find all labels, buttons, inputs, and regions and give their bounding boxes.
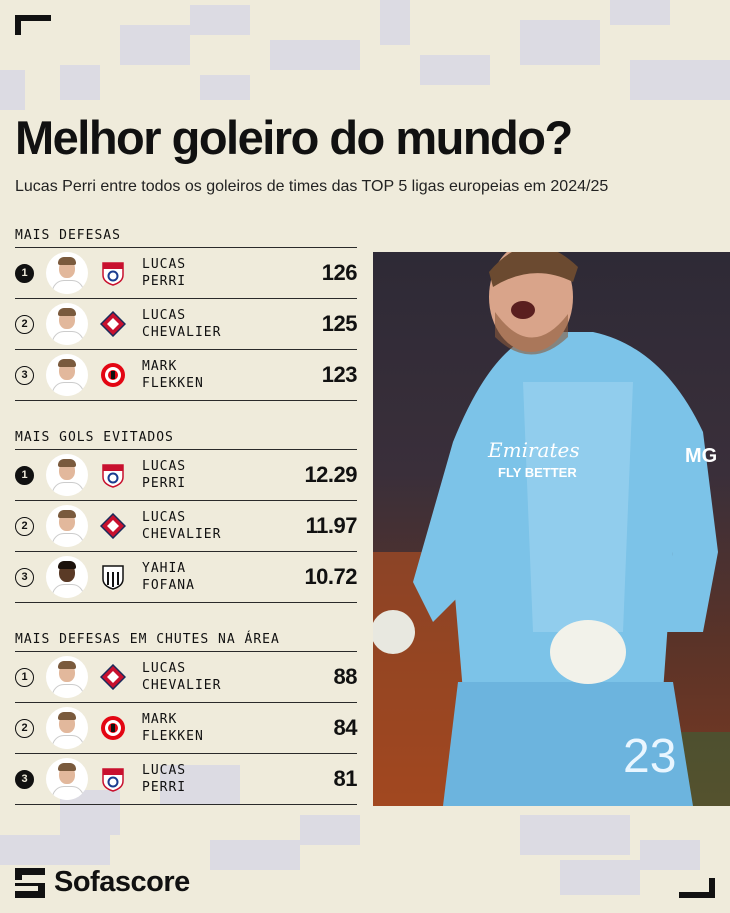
brentford-crest bbox=[100, 715, 126, 741]
rank-badge: 2 bbox=[15, 516, 34, 536]
avatar bbox=[46, 303, 88, 345]
player-name: LUCAS PERRI bbox=[142, 762, 334, 796]
section-title: MAIS DEFESAS EM CHUTES NA ÁREA bbox=[15, 632, 280, 647]
lille-crest bbox=[100, 513, 126, 539]
player-first-name: LUCAS bbox=[142, 510, 187, 525]
player-first-name: LUCAS bbox=[142, 308, 187, 323]
player-first-name: LUCAS bbox=[142, 459, 187, 474]
sleeve-badge: MG bbox=[685, 445, 717, 467]
section-mais-gols-evitados: MAIS GOLS EVITADOS 1 LUCAS PERRI 12.29 2 LUC… bbox=[15, 427, 358, 603]
rank-badge: 2 bbox=[15, 314, 34, 334]
rank-badge: 1 bbox=[15, 465, 34, 485]
lille-crest bbox=[100, 311, 126, 337]
ranking-row: 2 MARK FLEKKEN 84 bbox=[15, 702, 358, 753]
player-name: LUCAS CHEVALIER bbox=[142, 307, 322, 341]
ranking-row: 2 LUCAS CHEVALIER 11.97 bbox=[15, 500, 358, 551]
brentford-crest bbox=[100, 362, 126, 388]
ranking-row: 2 LUCAS CHEVALIER 125 bbox=[15, 298, 358, 349]
avatar bbox=[46, 758, 88, 800]
player-name: YAHIA FOFANA bbox=[142, 560, 304, 594]
avatar bbox=[46, 454, 88, 496]
sofascore-logo-icon bbox=[15, 867, 45, 898]
avatar bbox=[46, 656, 88, 698]
ranking-row: 1 LUCAS PERRI 126 bbox=[15, 247, 358, 298]
ranking-row: 3 MARK FLEKKEN 123 bbox=[15, 349, 358, 401]
stat-value: 11.97 bbox=[305, 513, 358, 538]
player-name: MARK FLEKKEN bbox=[142, 711, 334, 745]
rank-badge: 1 bbox=[15, 667, 34, 687]
stat-value: 10.72 bbox=[304, 564, 357, 589]
player-last-name: FLEKKEN bbox=[142, 729, 204, 744]
player-first-name: LUCAS bbox=[142, 661, 187, 676]
player-first-name: MARK bbox=[142, 359, 178, 374]
player-last-name: PERRI bbox=[142, 274, 187, 289]
lyon-crest bbox=[100, 766, 126, 792]
section-title: MAIS GOLS EVITADOS bbox=[15, 430, 174, 445]
stat-value: 81 bbox=[333, 766, 358, 791]
page-subtitle: Lucas Perri entre todos os goleiros de t… bbox=[15, 178, 609, 195]
player-name: MARK FLEKKEN bbox=[142, 358, 322, 392]
player-name: LUCAS CHEVALIER bbox=[142, 660, 334, 694]
section-mais-defesas-chutes-area: MAIS DEFESAS EM CHUTES NA ÁREA 1 LUCAS CHE… bbox=[15, 629, 358, 805]
player-first-name: LUCAS bbox=[142, 257, 187, 272]
player-last-name: PERRI bbox=[142, 476, 187, 491]
player-last-name: CHEVALIER bbox=[142, 325, 222, 340]
lyon-crest bbox=[100, 260, 126, 286]
player-last-name: FLEKKEN bbox=[142, 376, 204, 391]
player-last-name: PERRI bbox=[142, 780, 187, 795]
stat-value: 12.29 bbox=[304, 462, 357, 487]
player-name: LUCAS CHEVALIER bbox=[142, 509, 306, 543]
stat-value: 125 bbox=[321, 311, 358, 336]
avatar bbox=[46, 556, 88, 598]
avatar bbox=[46, 505, 88, 547]
shirt-sponsor-line1: Emirates bbox=[487, 438, 580, 462]
stat-value: 126 bbox=[321, 260, 358, 285]
rank-badge: 3 bbox=[15, 769, 34, 789]
corner-mark-bottom-right bbox=[679, 878, 715, 898]
shirt-sponsor-line2: FLY BETTER bbox=[498, 465, 577, 480]
ranking-row: 3 YAHIA FOFANA 10.72 bbox=[15, 551, 357, 603]
stat-value: 88 bbox=[333, 664, 358, 689]
rank-badge: 3 bbox=[15, 365, 34, 385]
page-title: Melhor goleiro do mundo? bbox=[15, 111, 573, 164]
avatar bbox=[46, 707, 88, 749]
goalkeeper-photo: Emirates FLY BETTER MG 23 bbox=[373, 252, 730, 806]
player-first-name: YAHIA bbox=[142, 561, 187, 576]
player-last-name: CHEVALIER bbox=[142, 527, 222, 542]
ranking-row: 1 LUCAS PERRI 12.29 bbox=[15, 449, 357, 500]
lyon-crest bbox=[100, 462, 126, 488]
player-first-name: MARK bbox=[142, 712, 178, 727]
player-name: LUCAS PERRI bbox=[142, 256, 322, 290]
rank-badge: 1 bbox=[15, 263, 34, 283]
section-mais-defesas: MAIS DEFESAS 1 LUCAS PERRI 126 2 LUCAS CHEVAL… bbox=[15, 225, 358, 401]
player-last-name: CHEVALIER bbox=[142, 678, 222, 693]
shirt-number: 23 bbox=[623, 730, 676, 783]
sofascore-brand: Sofascore bbox=[15, 866, 190, 899]
player-last-name: FOFANA bbox=[142, 578, 195, 593]
avatar bbox=[46, 252, 88, 294]
section-title: MAIS DEFESAS bbox=[15, 228, 121, 243]
stat-value: 84 bbox=[333, 715, 358, 740]
angers-crest bbox=[100, 564, 126, 590]
ranking-row: 1 LUCAS CHEVALIER 88 bbox=[15, 651, 358, 702]
corner-mark-top-left bbox=[15, 15, 51, 35]
stat-value: 123 bbox=[321, 362, 358, 387]
rank-badge: 2 bbox=[15, 718, 34, 738]
ranking-row: 3 LUCAS PERRI 81 bbox=[15, 753, 358, 805]
lille-crest bbox=[100, 664, 126, 690]
player-name: LUCAS PERRI bbox=[142, 458, 304, 492]
avatar bbox=[46, 354, 88, 396]
brand-name: Sofascore bbox=[54, 866, 190, 898]
rank-badge: 3 bbox=[15, 567, 34, 587]
player-first-name: LUCAS bbox=[142, 763, 187, 778]
